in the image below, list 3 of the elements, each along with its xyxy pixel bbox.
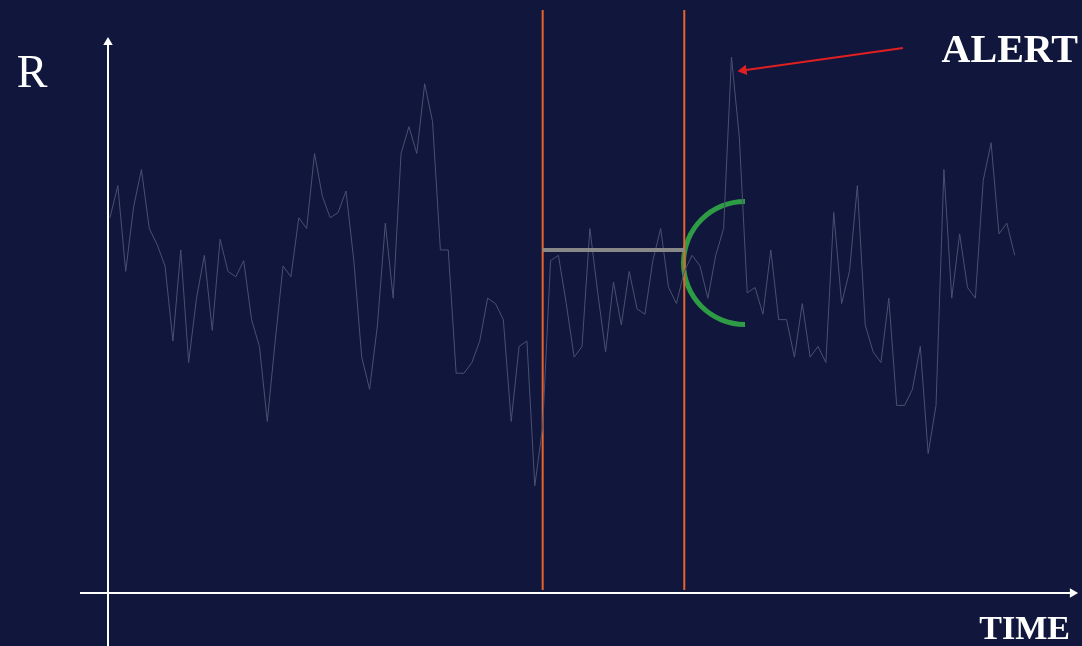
annotation: ALERT xyxy=(941,26,1079,71)
x-axis-title: TIME xyxy=(979,609,1070,646)
y-axis-title: R xyxy=(16,46,48,97)
